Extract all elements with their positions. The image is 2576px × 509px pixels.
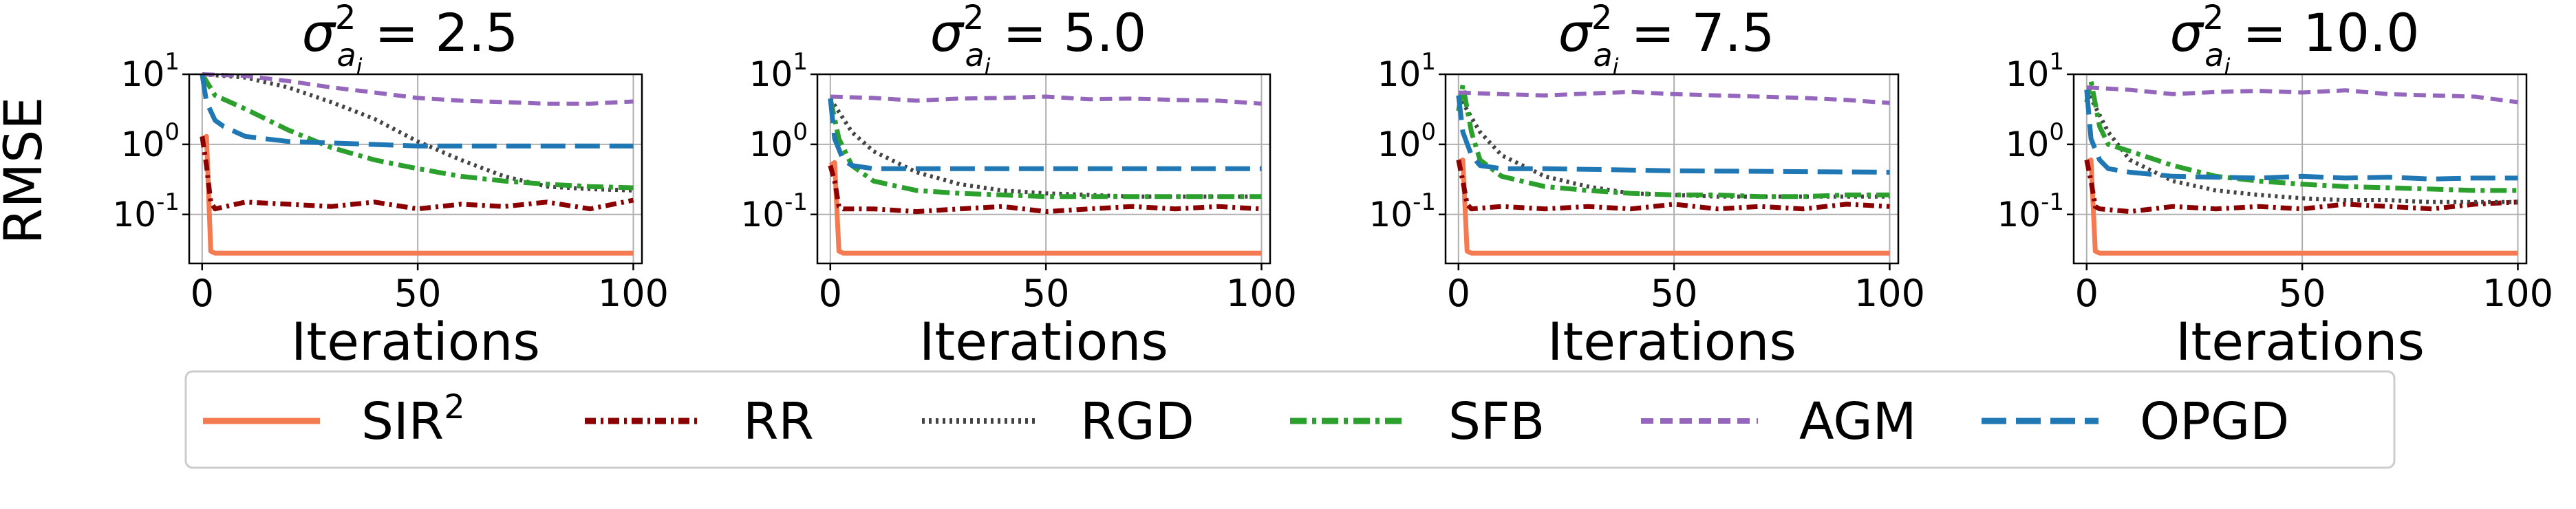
x-tick-label: 50 bbox=[1651, 272, 1698, 315]
legend-label-opgd: OPGD bbox=[2140, 392, 2289, 451]
x-tick-label: 0 bbox=[2075, 272, 2099, 315]
chart-panel-4: 0 50 100 101 100 10-1 Iterations σ2 ai= 10.0 bbox=[1997, 0, 2553, 372]
x-tick-label: 100 bbox=[1854, 272, 1925, 315]
legend-label-rgd: RGD bbox=[1080, 392, 1194, 451]
series-line-rgd bbox=[2085, 89, 2518, 204]
x-axis-label: Iterations bbox=[1547, 311, 1796, 372]
chart-panel-3: 0 50 100 101 100 10-1 Iterations σ2 ai= 7.5 bbox=[1368, 0, 1925, 372]
y-tick-label: 10-1 bbox=[1997, 188, 2064, 235]
series-line-opgd bbox=[828, 98, 1262, 171]
series-line-rr bbox=[1456, 159, 1890, 212]
plot-frame bbox=[2072, 73, 2528, 265]
series-line-rgd bbox=[1457, 94, 1890, 199]
x-tick-label: 50 bbox=[394, 272, 442, 315]
y-tick-label: 10-1 bbox=[740, 188, 808, 235]
y-tick-label: 100 bbox=[749, 118, 808, 164]
y-tick-label: 100 bbox=[121, 118, 180, 164]
series-line-agm bbox=[2086, 85, 2518, 105]
x-tick-label: 100 bbox=[598, 272, 669, 315]
series-line-agm bbox=[1458, 89, 1890, 105]
y-tick-label: 101 bbox=[749, 48, 808, 94]
y-tick-label: 10-1 bbox=[1368, 188, 1436, 235]
legend-label-sfb: SFB bbox=[1448, 392, 1545, 451]
series-line-rr bbox=[200, 136, 634, 212]
series-line-sfb bbox=[1456, 83, 1890, 199]
series-line-sir bbox=[201, 133, 634, 256]
series-line-sir bbox=[1457, 158, 1890, 256]
x-axis-label: Iterations bbox=[2176, 311, 2425, 372]
series-line-sir bbox=[2085, 158, 2518, 256]
series-line-opgd bbox=[1456, 95, 1890, 175]
series-line-sir bbox=[828, 160, 1262, 256]
series-line-agm bbox=[830, 94, 1262, 106]
y-tick-label: 101 bbox=[2006, 48, 2064, 94]
x-tick-label: 0 bbox=[819, 272, 842, 315]
series-line-agm bbox=[202, 72, 634, 106]
y-tick-label: 100 bbox=[2006, 118, 2064, 164]
series-line-rr bbox=[2084, 159, 2518, 215]
legend-label-agm: AGM bbox=[1799, 392, 1917, 451]
legend-label-sir: SIR2 bbox=[361, 388, 465, 451]
chart-panel-1: 0 50 100 101 100 10-1 Iterations σ2 ai= 2.5 bbox=[112, 0, 669, 372]
y-tick-label: 101 bbox=[121, 48, 180, 94]
x-axis-label: Iterations bbox=[291, 311, 540, 372]
chart-title: σ2 ai= 7.5 bbox=[1558, 0, 1775, 80]
chart-panel-2: 0 50 100 101 100 10-1 Iterations σ2 ai= 5.0 bbox=[740, 0, 1297, 372]
x-axis-label: Iterations bbox=[919, 311, 1168, 372]
chart-title: σ2 ai= 2.5 bbox=[302, 0, 519, 80]
plot-frame bbox=[1444, 73, 1900, 265]
y-tick-label: 10-1 bbox=[112, 188, 180, 235]
x-tick-label: 0 bbox=[191, 272, 214, 315]
series-line-rgd bbox=[828, 97, 1262, 199]
series-line-opgd bbox=[2084, 89, 2518, 182]
y-tick-label: 101 bbox=[1377, 48, 1436, 94]
y-tick-label: 100 bbox=[1377, 118, 1436, 164]
y-axis-label: RMSE bbox=[0, 97, 54, 245]
x-tick-label: 0 bbox=[1447, 272, 1470, 315]
x-tick-label: 100 bbox=[1226, 272, 1297, 315]
legend-label-rr: RR bbox=[743, 392, 814, 451]
x-tick-label: 50 bbox=[2279, 272, 2326, 315]
plot-frame bbox=[188, 73, 643, 265]
series-line-opgd bbox=[200, 74, 634, 149]
x-tick-label: 100 bbox=[2482, 272, 2553, 315]
legend: SIR2 RR RGD SFB AGM OPGD bbox=[184, 370, 2396, 469]
plot-frame bbox=[816, 73, 1271, 265]
x-tick-label: 50 bbox=[1022, 272, 1070, 315]
chart-title: σ2 ai= 5.0 bbox=[930, 0, 1147, 80]
chart-title: σ2 ai= 10.0 bbox=[2170, 0, 2420, 80]
